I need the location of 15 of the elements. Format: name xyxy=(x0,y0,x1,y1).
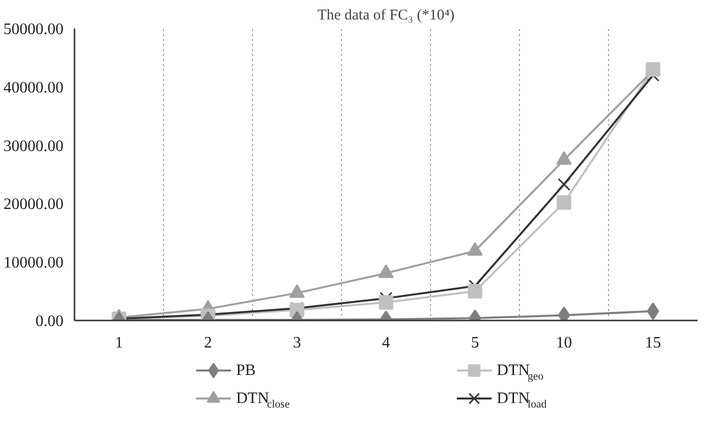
y-tick-label: 40000.00 xyxy=(4,79,64,96)
y-tick-label: 0.00 xyxy=(36,313,64,330)
x-tick-label: 2 xyxy=(204,334,212,352)
x-tick-label: 5 xyxy=(471,334,479,352)
x-tick-label: 10 xyxy=(556,334,572,352)
y-tick-label: 50000.00 xyxy=(4,21,64,38)
legend-label: PB xyxy=(236,362,256,379)
chart-title: The data of FC₃ (*10⁴) xyxy=(317,8,455,24)
y-tick-label: 20000.00 xyxy=(4,196,64,214)
x-tick-label: 15 xyxy=(645,334,661,352)
x-tick-label: 1 xyxy=(115,334,123,352)
y-tick-label: 10000.00 xyxy=(4,254,64,272)
x-tick-label: 3 xyxy=(293,334,301,352)
y-tick-label: 30000.00 xyxy=(4,138,64,155)
x-tick-label: 4 xyxy=(382,334,390,352)
